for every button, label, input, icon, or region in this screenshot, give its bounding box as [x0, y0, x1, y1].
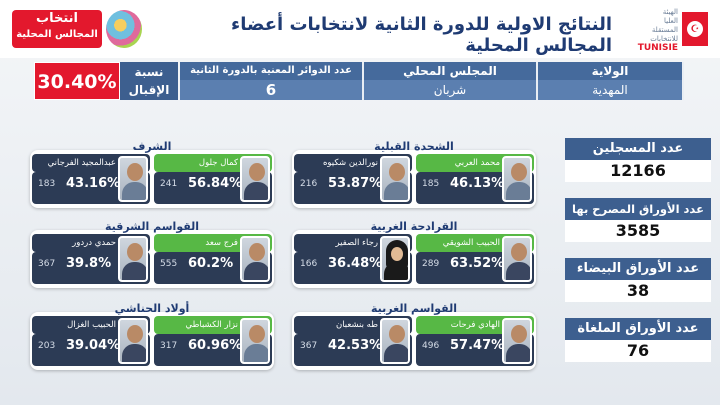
candidate-photo: [502, 156, 532, 202]
vote-percentage: 57.47%: [450, 338, 505, 353]
isie-logo: الهيئة العليا المستقلة للانتخابات TUNISI…: [637, 8, 678, 53]
districts-label: عدد الدوائر المعنية بالدورة الثانية: [180, 62, 362, 80]
vote-percentage: 39.8%: [66, 256, 112, 271]
runner-up-candidate: عبدالمجيد الفرجاني 43.16% 183: [32, 154, 150, 204]
constituency-card: الشحدة القبلية محمد العربي 46.13% 185 نورالد…: [292, 140, 536, 208]
council-cell: المجلس المحلي شربان: [364, 62, 538, 100]
constituency-card: أولاد الحناشي نزار الكشباطي 60.96% 317 الحبي…: [30, 302, 274, 370]
districts-value: 6: [180, 80, 362, 100]
total-registered: عدد المسجلين 12166: [565, 138, 711, 182]
wilaya-value: المهدية: [538, 80, 682, 100]
vote-percentage: 63.52%: [450, 256, 505, 271]
turnout-label: نسبة الإقبال: [120, 62, 178, 100]
winner-candidate: كمال جلول 56.84% 241: [154, 154, 272, 204]
winner-candidate: محمد العربي 46.13% 185: [416, 154, 534, 204]
candidate-photo: [502, 318, 532, 364]
vote-percentage: 60.2%: [188, 256, 234, 271]
header-bar: انتخاب المجالس المحلية النتائج الاولية ل…: [0, 0, 720, 58]
winner-candidate: نزار الكشباطي 60.96% 317: [154, 316, 272, 366]
runner-up-candidate: حمدي دردور 39.8% 367: [32, 234, 150, 284]
winner-candidate: الحبيب الشويقي 63.52% 289: [416, 234, 534, 284]
constituency-card: القواسم الشرقية فرج سعد 60.2% 555 حمدي دردور…: [30, 220, 274, 288]
constituency-name: أولاد الحناشي: [114, 302, 190, 315]
vote-count: 166: [300, 259, 318, 269]
candidate-photo: [240, 156, 270, 202]
vote-count: 555: [160, 259, 178, 269]
council-label: المجلس المحلي: [364, 62, 536, 80]
candidate-photo: [380, 236, 410, 282]
vote-percentage: 42.53%: [328, 338, 383, 353]
total-blank-ballots: عدد الأوراق البيضاء 38: [565, 258, 711, 302]
council-value: شربان: [364, 80, 536, 100]
runner-up-candidate: نورالدين شكيوه 53.87% 216: [294, 154, 412, 204]
constituency-name: القواسم الغربية: [370, 302, 457, 315]
turnout-value: 30.40%: [34, 62, 120, 100]
wilaya-cell: الولاية المهدية: [538, 62, 684, 100]
runner-up-candidate: رجاء الصفير 36.48% 166: [294, 234, 412, 284]
winner-candidate: الهادي فرحات 57.47% 496: [416, 316, 534, 366]
runner-up-candidate: الحبيب الغزال 39.04% 203: [32, 316, 150, 366]
constituency-name: الشحدة القبلية: [374, 140, 454, 153]
election-brand-logo: انتخاب المجالس المحلية: [12, 10, 102, 48]
page-title: النتائج الاولية للدورة الثانية لانتخابات…: [231, 14, 612, 56]
runner-up-candidate: طه بنشعبان 42.53% 367: [294, 316, 412, 366]
candidate-photo: [118, 236, 148, 282]
wilaya-label: الولاية: [538, 62, 682, 80]
vote-percentage: 43.16%: [66, 176, 121, 191]
constituency-card: القواسم الغربية الهادي فرحات 57.47% 496 طه ب…: [292, 302, 536, 370]
vote-percentage: 39.04%: [66, 338, 121, 353]
candidate-photo: [118, 318, 148, 364]
vote-count: 216: [300, 179, 318, 189]
vote-percentage: 36.48%: [328, 256, 383, 271]
vote-count: 367: [38, 259, 56, 269]
vote-count: 317: [160, 341, 178, 351]
constituency-name: القرادحة الغربية: [370, 220, 458, 233]
districts-cell: عدد الدوائر المعنية بالدورة الثانية 6: [180, 62, 364, 100]
vote-count: 241: [160, 179, 178, 189]
vote-count: 185: [422, 179, 440, 189]
candidate-photo: [118, 156, 148, 202]
vote-count: 289: [422, 259, 440, 269]
vote-percentage: 46.13%: [450, 176, 505, 191]
vote-count: 367: [300, 341, 318, 351]
vote-percentage: 53.87%: [328, 176, 383, 191]
candidate-photo: [240, 318, 270, 364]
constituency-name: الشرف: [132, 140, 172, 153]
total-void-ballots: عدد الأوراق الملغاة 76: [565, 318, 711, 362]
candidate-photo: [240, 236, 270, 282]
candidate-photo: [502, 236, 532, 282]
vote-count: 203: [38, 341, 56, 351]
candidate-photo: [380, 156, 410, 202]
vote-percentage: 60.96%: [188, 338, 243, 353]
constituency-card: الشرف كمال جلول 56.84% 241 عبدالمجيد الفرجان…: [30, 140, 274, 208]
tunisia-flag-icon: ☪: [682, 12, 708, 46]
constituency-name: القواسم الشرقية: [104, 220, 200, 233]
winner-candidate: فرج سعد 60.2% 555: [154, 234, 272, 284]
tunisia-map-icon: [106, 10, 142, 48]
candidate-photo: [380, 318, 410, 364]
vote-percentage: 56.84%: [188, 176, 243, 191]
info-table: عدد الدوائر المعنية بالدورة الثانية 6 ال…: [180, 62, 686, 100]
constituency-card: القرادحة الغربية الحبيب الشويقي 63.52% 289 ر…: [292, 220, 536, 288]
total-declared-ballots: عدد الأوراق المصرح بها 3585: [565, 198, 711, 242]
vote-count: 183: [38, 179, 56, 189]
vote-count: 496: [422, 341, 440, 351]
